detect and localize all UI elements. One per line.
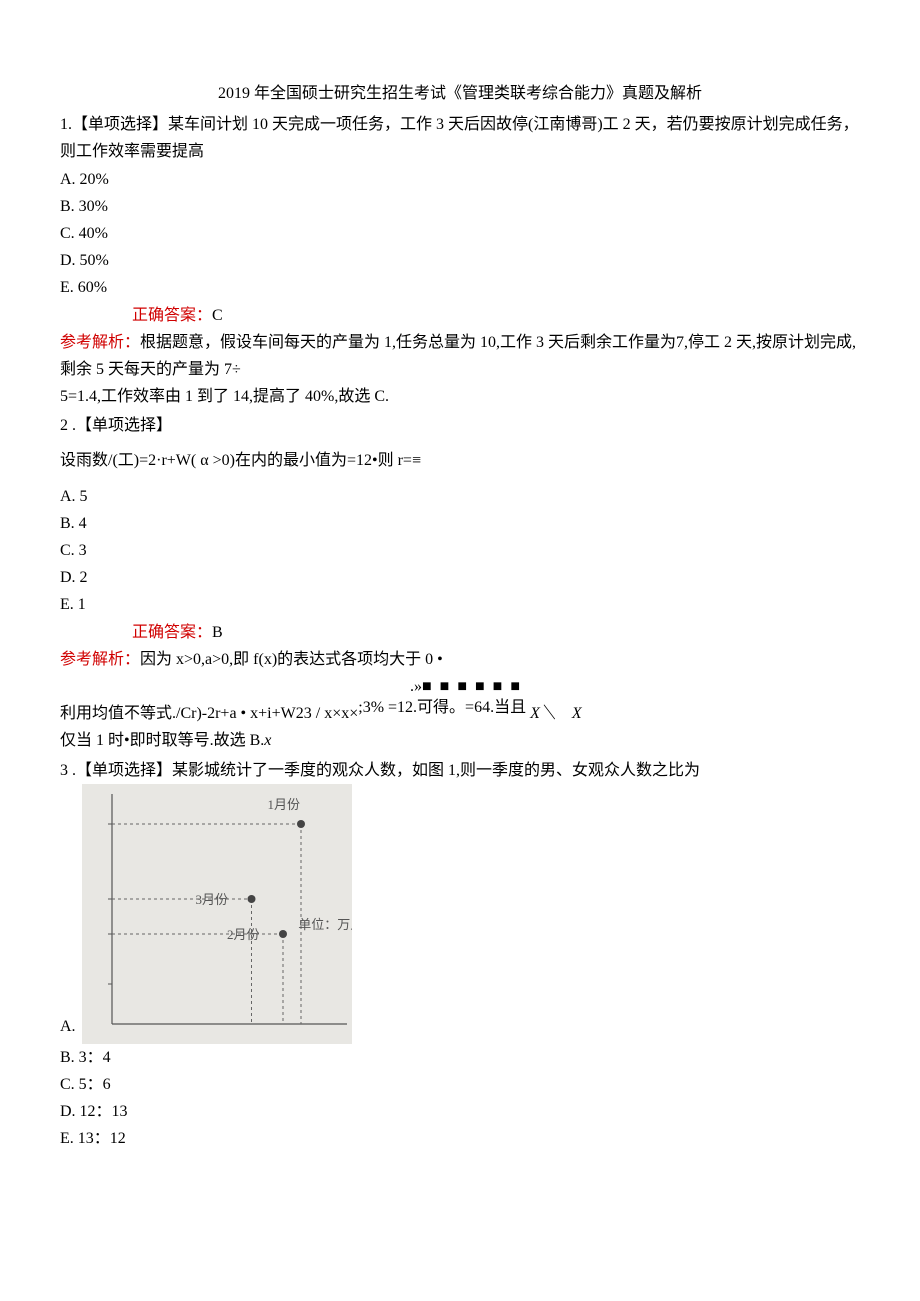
q3-chart-row: A. 3月份 2月份 1月份单位：万人: [60, 784, 860, 1044]
q2-answer-label: 正确答案：: [132, 624, 212, 641]
q3-option-c: C. 5：6: [60, 1071, 860, 1098]
q2-analysis-line-2c: X＼: [530, 705, 556, 722]
question-2: 2 .【单项选择】 设雨数/(工)=2·r+W( α >0)在内的最小值为=12…: [60, 412, 860, 754]
q3-option-d: D. 12：13: [60, 1098, 860, 1125]
q2-analysis-line-3b: x: [264, 732, 271, 749]
q3-chart: 3月份 2月份 1月份单位：万人: [82, 784, 352, 1044]
q2-analysis-line-2b: ;3% =12.可得。=64.当且: [358, 699, 530, 716]
q3-option-a-prefix: A.: [60, 1013, 76, 1040]
q3-option-e: E. 13：12: [60, 1125, 860, 1152]
q1-option-b: B. 30%: [60, 193, 860, 220]
q1-analysis-text-2: 5=1.4,工作效率由 1 到了 14,提高了 40%,故选 C.: [60, 383, 860, 410]
q2-expression: 设雨数/(工)=2·r+W( α >0)在内的最小值为=12•则 r=≡: [60, 447, 860, 474]
question-3: 3 .【单项选择】某影城统计了一季度的观众人数，如图 1,则一季度的男、女观众人…: [60, 757, 860, 1153]
q2-analysis-line-3a: 仅当 1 时•即时取等号.故选 B.: [60, 732, 264, 749]
q2-analysis-2: 利用均值不等式./Cr)-2r+a • x+i+W23 / x×x×;3% =1…: [60, 700, 860, 727]
q1-option-d: D. 50%: [60, 247, 860, 274]
q2-analysis-line-2d: X: [572, 705, 582, 722]
q2-squares-row: .»■ ■ ■ ■ ■ ■: [60, 673, 860, 700]
q2-analysis-line-1: 因为 x>0,a>0,即 f(x)的表达式各项均大于 0 •: [140, 651, 443, 668]
svg-text:3月份: 3月份: [195, 892, 228, 907]
q1-answer-value: C: [212, 307, 223, 324]
q2-analysis-label: 参考解析：: [60, 651, 140, 668]
q2-squares-prefix: .»: [410, 678, 422, 695]
q1-option-e: E. 60%: [60, 274, 860, 301]
q3-option-b: B. 3：4: [60, 1044, 860, 1071]
q1-stem: 1.【单项选择】某车间计划 10 天完成一项任务，工作 3 天后因故停(江南博哥…: [60, 111, 860, 165]
q2-analysis-line-2a: 利用均值不等式./Cr)-2r+a • x+i+W23 / x×x×: [60, 705, 358, 722]
page-title: 2019 年全国硕士研究生招生考试《管理类联考综合能力》真题及解析: [60, 80, 860, 107]
q1-option-a: A. 20%: [60, 166, 860, 193]
question-1: 1.【单项选择】某车间计划 10 天完成一项任务，工作 3 天后因故停(江南博哥…: [60, 111, 860, 410]
q2-analysis-3: 仅当 1 时•即时取等号.故选 B.x: [60, 727, 860, 754]
svg-text:2月份: 2月份: [227, 927, 260, 942]
svg-text:1月份: 1月份: [267, 797, 300, 812]
q1-answer-row: 正确答案：C: [60, 302, 860, 329]
q2-option-a: A. 5: [60, 483, 860, 510]
svg-text:单位：万人: 单位：万人: [298, 917, 352, 932]
q1-analysis-1: 参考解析：根据题意，假设车间每天的产量为 1,任务总量为 10,工作 3 天后剩…: [60, 329, 860, 383]
q2-option-e: E. 1: [60, 591, 860, 618]
q2-black-squares: ■ ■ ■ ■ ■ ■: [422, 678, 522, 695]
q2-option-b: B. 4: [60, 510, 860, 537]
q2-analysis-1: 参考解析：因为 x>0,a>0,即 f(x)的表达式各项均大于 0 •: [60, 646, 860, 673]
q3-header: 3 .【单项选择】某影城统计了一季度的观众人数，如图 1,则一季度的男、女观众人…: [60, 757, 860, 784]
q1-option-c: C. 40%: [60, 220, 860, 247]
q1-analysis-text-1: 根据题意，假设车间每天的产量为 1,任务总量为 10,工作 3 天后剩余工作量为…: [60, 334, 856, 378]
q2-answer-row: 正确答案：B: [60, 619, 860, 646]
q1-answer-label: 正确答案：: [132, 307, 212, 324]
q2-header: 2 .【单项选择】: [60, 412, 860, 439]
q2-option-c: C. 3: [60, 537, 860, 564]
q1-analysis-label: 参考解析：: [60, 334, 140, 351]
q2-answer-value: B: [212, 624, 223, 641]
q2-option-d: D. 2: [60, 564, 860, 591]
